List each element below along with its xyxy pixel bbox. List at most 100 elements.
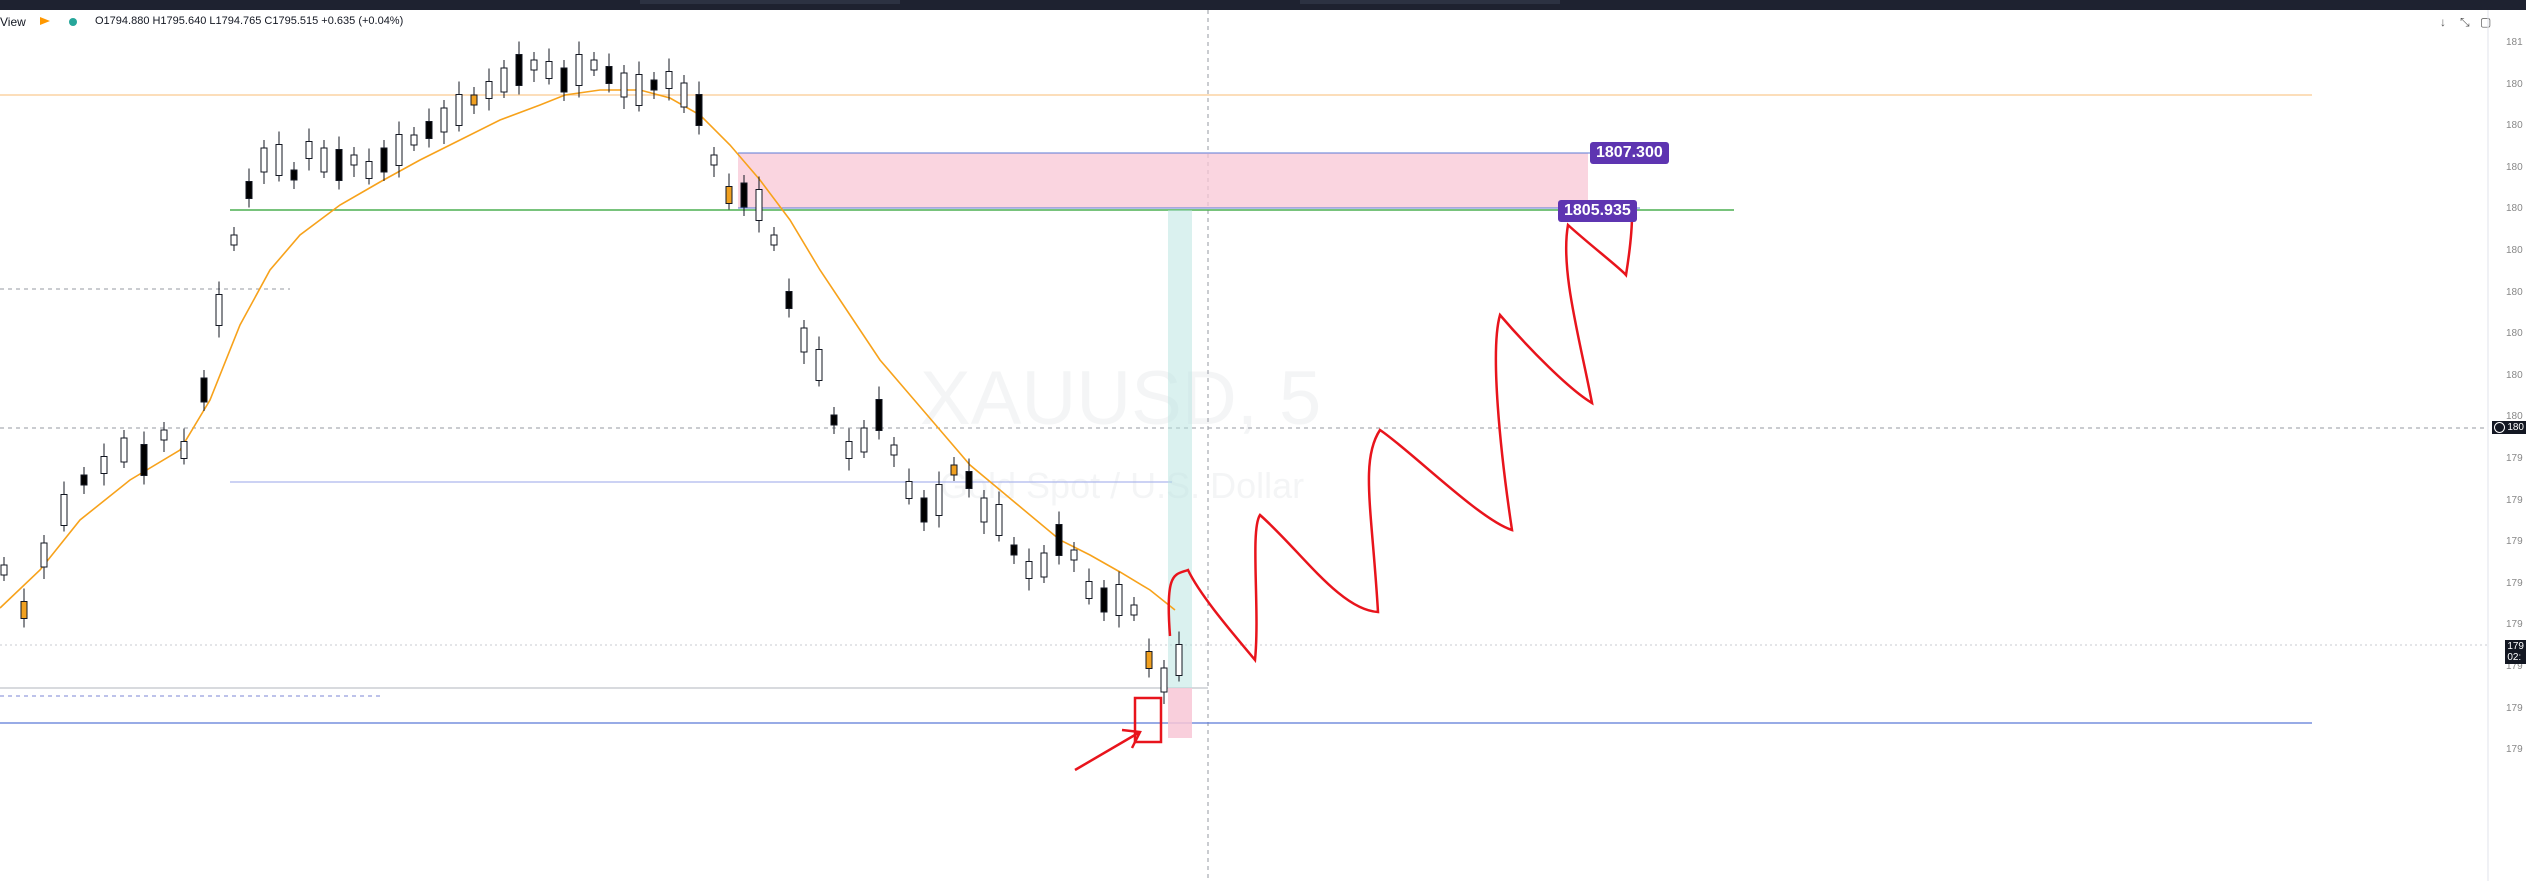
candle[interactable] — [530, 59, 538, 71]
candle[interactable] — [365, 161, 373, 179]
candle[interactable] — [860, 427, 868, 453]
candle[interactable] — [500, 67, 508, 93]
candle[interactable] — [410, 134, 418, 146]
watermark-symbol: XAUUSD, 5 — [920, 356, 1322, 441]
candle[interactable] — [180, 441, 188, 459]
download-icon[interactable]: ↓ — [2440, 15, 2446, 29]
candle[interactable] — [635, 74, 643, 106]
candlestick-series[interactable] — [0, 41, 1183, 705]
candle[interactable] — [80, 474, 88, 486]
candle[interactable] — [260, 147, 268, 173]
candle[interactable] — [785, 291, 793, 309]
candle[interactable] — [665, 71, 673, 89]
flag-icon[interactable] — [40, 17, 50, 25]
candle[interactable] — [20, 601, 28, 619]
price-axis-label: 180 — [2506, 203, 2523, 215]
price-tag-lower[interactable]: 1805.935 — [1558, 200, 1637, 222]
candle[interactable] — [440, 107, 448, 133]
candle[interactable] — [515, 54, 523, 86]
price-axis-label: 181 — [2506, 37, 2523, 48]
candle[interactable] — [1010, 544, 1018, 556]
candle[interactable] — [485, 81, 493, 99]
status-dot-icon — [69, 18, 77, 26]
candle[interactable] — [160, 429, 168, 441]
candle[interactable] — [275, 144, 283, 176]
price-axis-label: 179 — [2506, 577, 2523, 589]
supply-zone[interactable] — [738, 153, 1588, 208]
candle[interactable] — [890, 444, 898, 456]
candle[interactable] — [245, 181, 253, 199]
candle[interactable] — [650, 79, 658, 91]
candle[interactable] — [875, 399, 883, 431]
candle[interactable] — [320, 147, 328, 173]
candle[interactable] — [725, 186, 733, 204]
candle[interactable] — [1070, 549, 1078, 561]
candle[interactable] — [680, 82, 688, 108]
candle[interactable] — [1130, 604, 1138, 616]
candle[interactable] — [230, 234, 238, 246]
candle[interactable] — [0, 564, 8, 576]
candle[interactable] — [395, 134, 403, 166]
price-chart[interactable] — [0, 10, 2526, 881]
candle[interactable] — [455, 94, 463, 126]
candle[interactable] — [40, 542, 48, 568]
price-axis-label: 179 — [2506, 453, 2523, 464]
candle[interactable] — [335, 149, 343, 181]
candle[interactable] — [845, 441, 853, 459]
candle[interactable] — [200, 377, 208, 403]
candle[interactable] — [290, 169, 298, 181]
price-tag-upper[interactable]: 1807.300 — [1590, 142, 1669, 164]
candle[interactable] — [380, 147, 388, 173]
candle[interactable] — [830, 414, 838, 426]
candle[interactable] — [1115, 584, 1123, 616]
toolbar-tab[interactable] — [1300, 0, 1560, 4]
collapse-icon[interactable]: ⤡ — [2460, 15, 2470, 29]
candle[interactable] — [950, 464, 958, 476]
candle[interactable] — [60, 494, 68, 526]
candle[interactable] — [140, 444, 148, 476]
candle[interactable] — [935, 484, 943, 516]
candle[interactable] — [710, 154, 718, 166]
candle[interactable] — [560, 67, 568, 93]
arrow-annotation[interactable] — [1074, 730, 1141, 772]
candle[interactable] — [350, 154, 358, 166]
candle[interactable] — [965, 471, 973, 489]
candle[interactable] — [740, 182, 748, 208]
long-position-stop[interactable] — [1168, 688, 1192, 738]
candle[interactable] — [590, 59, 598, 71]
candle[interactable] — [815, 349, 823, 381]
projection-drawing[interactable] — [1167, 214, 1634, 664]
eye-icon[interactable] — [2494, 422, 2506, 433]
candle[interactable] — [1160, 667, 1168, 693]
candle[interactable] — [605, 66, 613, 84]
candle[interactable] — [1100, 587, 1108, 613]
long-position-target[interactable] — [1168, 210, 1192, 688]
candle[interactable] — [620, 72, 628, 98]
candle[interactable] — [215, 294, 223, 326]
candle[interactable] — [1085, 581, 1093, 599]
candle[interactable] — [305, 141, 313, 159]
candle[interactable] — [695, 94, 703, 126]
candle[interactable] — [425, 121, 433, 139]
watermark-description: Gold Spot / U.S. Dollar — [940, 465, 1305, 506]
candle[interactable] — [1055, 524, 1063, 556]
candle[interactable] — [905, 481, 913, 499]
candle[interactable] — [470, 94, 478, 106]
candle[interactable] — [920, 497, 928, 523]
candle[interactable] — [120, 437, 128, 463]
candle[interactable] — [1145, 651, 1153, 669]
candle[interactable] — [770, 234, 778, 246]
toolbar-tab[interactable] — [640, 0, 900, 4]
candle[interactable] — [1040, 552, 1048, 578]
candle[interactable] — [100, 456, 108, 474]
candle[interactable] — [755, 189, 763, 221]
candle[interactable] — [545, 61, 553, 79]
candle[interactable] — [800, 327, 808, 353]
maximize-icon[interactable]: ▢ — [2480, 15, 2492, 29]
candle[interactable] — [1175, 644, 1183, 676]
highlight-box[interactable] — [1133, 696, 1163, 744]
candle[interactable] — [1025, 561, 1033, 579]
candle[interactable] — [980, 497, 988, 523]
candle[interactable] — [575, 54, 583, 86]
candle[interactable] — [995, 504, 1003, 536]
